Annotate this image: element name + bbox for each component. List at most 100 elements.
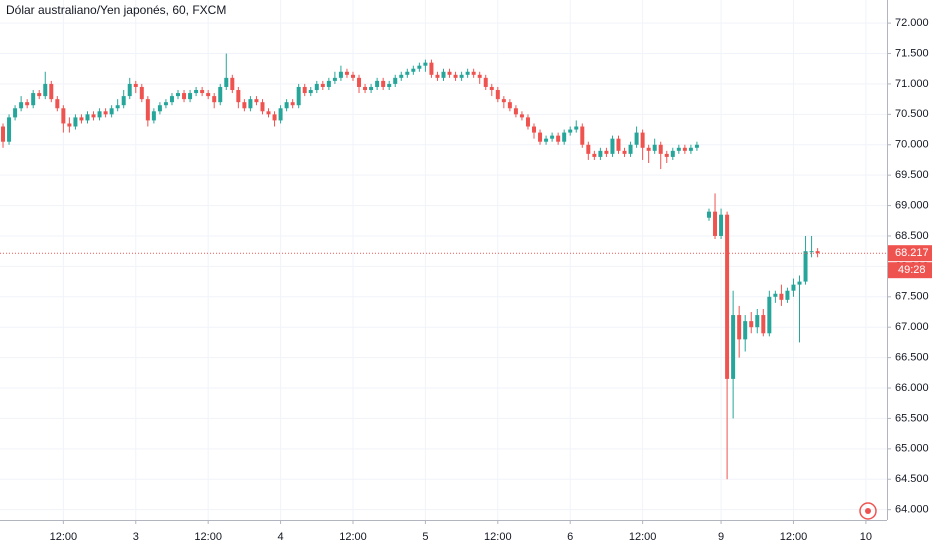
candle-body — [562, 132, 567, 142]
candle-body — [266, 111, 271, 115]
candle-body — [477, 74, 482, 78]
candle-body — [224, 77, 229, 87]
candle-body — [694, 144, 699, 148]
x-tick-label: 12:00 — [50, 531, 78, 543]
candle-body — [580, 126, 585, 145]
candle-body — [85, 114, 90, 121]
candle-body — [670, 150, 675, 157]
candle-body — [634, 132, 639, 145]
candle-body — [532, 126, 537, 133]
candle-body — [133, 83, 138, 87]
x-tick-label: 4 — [278, 531, 284, 543]
candle-body — [248, 99, 253, 109]
candle-body — [767, 296, 772, 334]
candle-body — [182, 93, 187, 100]
candles — [1, 53, 820, 480]
last-price-label: 68.217 — [895, 247, 929, 259]
candle-body — [405, 71, 410, 75]
candle-body — [429, 62, 434, 75]
candle-body — [592, 153, 597, 157]
candle-body — [507, 102, 512, 109]
candle-body — [779, 293, 784, 300]
x-tick-label: 3 — [133, 531, 139, 543]
candle-body — [417, 65, 422, 69]
candle-body — [212, 96, 217, 103]
candle-body — [278, 108, 283, 121]
candle-body — [296, 86, 301, 106]
candle-body — [616, 138, 621, 151]
x-tick-label: 12:00 — [629, 531, 657, 543]
candle-body — [302, 86, 307, 94]
candle-body — [622, 150, 627, 154]
candle-body — [574, 126, 579, 130]
logo — [859, 502, 877, 520]
x-tick-label: 12:00 — [339, 531, 367, 543]
candle-body — [230, 77, 235, 91]
candle-body — [25, 102, 30, 106]
y-tick-label: 70.500 — [895, 108, 929, 120]
candle-body — [308, 90, 313, 94]
candle-body — [393, 77, 398, 84]
candle-body — [97, 111, 102, 118]
x-tick-label: 12:00 — [780, 531, 808, 543]
candle-body — [652, 144, 657, 151]
logo-dot — [865, 508, 871, 514]
y-tick-label: 67.500 — [895, 291, 929, 303]
y-tick-label: 67.000 — [895, 321, 929, 333]
candle-body — [73, 117, 78, 127]
candle-body — [151, 111, 156, 121]
candle-body — [176, 93, 181, 97]
logo-ring — [859, 502, 877, 520]
candle-body — [326, 80, 331, 87]
candle-body — [363, 86, 368, 91]
candle-body — [139, 86, 144, 100]
candle-body — [791, 284, 796, 291]
countdown-label: 49:28 — [898, 264, 926, 276]
candle-body — [761, 315, 766, 334]
candle-body — [357, 77, 362, 87]
candle-body — [284, 102, 289, 109]
candle-body — [411, 68, 416, 72]
x-tick-label: 12:00 — [194, 531, 222, 543]
candle-body — [169, 96, 174, 103]
candle-body — [568, 129, 573, 133]
candle-body — [501, 99, 506, 103]
candle-body — [483, 77, 488, 87]
candle-body — [459, 74, 464, 78]
candle-body — [598, 150, 603, 157]
candle-body — [103, 111, 108, 115]
candle-body — [369, 86, 374, 91]
y-tick-label: 65.500 — [895, 412, 929, 424]
candle-body — [743, 321, 748, 340]
grid — [0, 0, 887, 520]
candle-body — [713, 211, 718, 236]
candle-body — [797, 281, 802, 285]
candle-body — [676, 147, 681, 151]
y-tick-label: 66.500 — [895, 352, 929, 364]
candle-body — [7, 117, 12, 142]
candle-body — [194, 90, 199, 94]
candle-body — [67, 123, 72, 127]
candle-body — [314, 83, 319, 91]
candle-body — [79, 117, 84, 121]
candle-body — [31, 93, 36, 106]
x-tick-label: 6 — [567, 531, 573, 543]
candle-body — [525, 117, 530, 127]
candle-body — [749, 321, 754, 328]
candle-body — [688, 147, 693, 151]
x-tick-label: 5 — [422, 531, 428, 543]
candle-body — [610, 138, 615, 154]
candle-body — [290, 102, 295, 106]
y-tick-label: 64.000 — [895, 504, 929, 516]
candle-body — [435, 74, 440, 78]
candle-body — [127, 83, 132, 97]
candle-body — [115, 105, 120, 109]
candle-body — [544, 138, 549, 142]
candle-body — [737, 315, 742, 340]
candle-body — [13, 108, 18, 118]
candle-body — [218, 86, 223, 103]
x-tick-label: 9 — [718, 531, 724, 543]
candle-body — [320, 83, 325, 87]
candle-body — [725, 214, 730, 379]
